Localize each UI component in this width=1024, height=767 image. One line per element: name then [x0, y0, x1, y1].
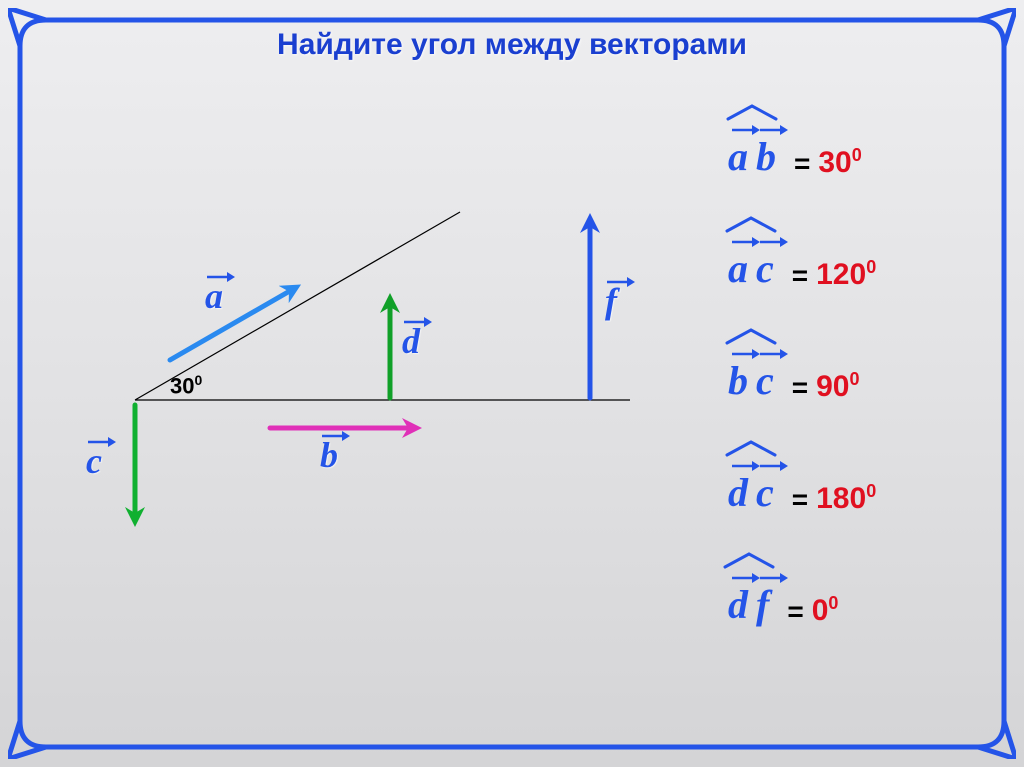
answer-value: 00 — [812, 593, 839, 628]
vector-arrow-icon — [758, 235, 790, 247]
vector-pair: d c — [724, 453, 778, 516]
vector-symbol-c: c — [756, 341, 774, 404]
answer-value: 1800 — [816, 481, 876, 516]
slide-title: Найдите угол между векторами — [0, 28, 1024, 62]
vector-symbol-d: d — [728, 453, 748, 516]
vector-symbol-c: c — [756, 453, 774, 516]
vector-label-c: c — [86, 440, 102, 482]
vector-pair: b c — [724, 341, 778, 404]
answer-row-1: a c = 1200 — [724, 222, 964, 292]
vector-label-b: b — [320, 434, 338, 476]
vector-symbol-c: c — [756, 229, 774, 292]
angle-label: 300 — [170, 372, 202, 399]
vector-arrow-icon — [758, 459, 790, 471]
answer-row-0: a b = 300 — [724, 110, 964, 180]
answers-column: a b = 300 a c = 1200 — [724, 110, 964, 670]
vector-arrow-icon — [758, 347, 790, 359]
vector-pair: a b — [724, 117, 780, 180]
vector-label-a: a — [205, 275, 223, 317]
vector-label-d: d — [402, 320, 420, 362]
slide: Найдите угол между векторами 300 abcdf a… — [0, 0, 1024, 767]
vector-diagram: 300 a b c d f — [50, 120, 690, 600]
vector-symbol-b: b — [728, 341, 748, 404]
vector-symbol-a: a — [728, 117, 748, 180]
vector-symbol-f: f — [756, 565, 769, 628]
vector-symbol-d: d — [728, 565, 748, 628]
vector-label-f: f — [605, 280, 617, 322]
vector-arrow-icon — [758, 571, 790, 583]
answer-value: 300 — [818, 145, 861, 180]
equals-sign: = — [787, 596, 803, 628]
vector-pair: d f — [724, 565, 773, 628]
equals-sign: = — [792, 260, 808, 292]
equals-sign: = — [792, 372, 808, 404]
vector-symbol-b: b — [756, 117, 776, 180]
answer-value: 1200 — [816, 257, 876, 292]
answer-row-3: d c = 1800 — [724, 446, 964, 516]
vector-arrow-icon — [758, 123, 790, 135]
answer-value: 900 — [816, 369, 859, 404]
equals-sign: = — [792, 484, 808, 516]
vector-symbol-a: a — [728, 229, 748, 292]
answer-row-2: b c = 900 — [724, 334, 964, 404]
equals-sign: = — [794, 148, 810, 180]
diagram-svg — [50, 120, 690, 600]
vector-pair: a c — [724, 229, 778, 292]
answer-row-4: d f = 00 — [724, 558, 964, 628]
